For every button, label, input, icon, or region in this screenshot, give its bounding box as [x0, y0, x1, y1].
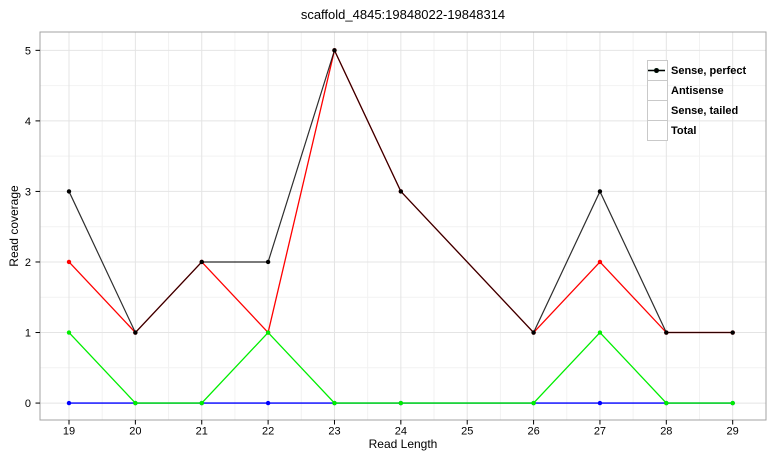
data-point-total	[531, 330, 536, 335]
data-point-total	[265, 259, 271, 265]
data-point-sense-tailed	[730, 400, 735, 406]
series-line-sense-tailed	[68, 331, 733, 404]
y-tick-label: 0	[25, 398, 31, 410]
data-point-sense-perfect	[66, 259, 72, 265]
legend-item-sense-tailed: Sense, tailed	[647, 68, 746, 121]
panel-border	[39, 31, 767, 421]
y-tick-label: 2	[25, 257, 31, 269]
data-point-sense-tailed	[66, 330, 72, 335]
x-tick-label: 19	[63, 426, 75, 438]
legend-item-label: Sense, tailed	[671, 104, 739, 117]
y-axis-title: Read coverage	[7, 185, 21, 267]
legend-key-total	[647, 68, 668, 141]
data-point-total	[398, 189, 404, 194]
data-point-total	[66, 189, 72, 194]
legend-key-antisense	[647, 68, 668, 101]
x-tick-label: 27	[594, 426, 606, 438]
y-tick-label: 5	[25, 45, 31, 57]
legend-item-label: Antisense	[671, 84, 724, 97]
x-tick-label: 21	[196, 426, 208, 438]
x-tick-label: 25	[461, 426, 473, 438]
legend-item-label: Sense, perfect	[671, 64, 747, 77]
data-point-sense-perfect	[597, 259, 603, 265]
x-axis-title: Read Length	[368, 437, 438, 451]
legend-key-sense-tailed	[647, 68, 668, 121]
legend-item-label: Total	[671, 124, 697, 137]
y-tick-label: 4	[25, 116, 31, 128]
x-tick-label: 28	[660, 426, 672, 438]
panel-background	[40, 32, 766, 420]
series-line-total	[68, 48, 733, 334]
data-point-total	[730, 330, 735, 335]
data-point-sense-tailed	[265, 330, 271, 335]
data-point-sense-tailed	[133, 400, 138, 406]
legend: Sense, perfect Antisense Sense, tailed Tota…	[647, 60, 747, 141]
data-point-total	[133, 330, 138, 335]
data-point-total	[664, 330, 669, 335]
data-point-sense-tailed	[398, 400, 404, 406]
legend-key-dot	[654, 68, 659, 73]
data-point-sense-tailed	[199, 400, 204, 406]
x-tick-label: 22	[262, 426, 274, 438]
legend-item-total: Total	[647, 68, 746, 141]
y-tick-label: 3	[25, 186, 31, 198]
x-tick-label: 20	[129, 426, 141, 438]
y-tick-label: 1	[25, 328, 31, 340]
data-point-sense-tailed	[531, 400, 536, 406]
data-point-sense-tailed	[664, 400, 669, 406]
data-point-sense-tailed	[332, 400, 337, 406]
legend-line-dot-icon	[648, 68, 665, 73]
x-tick-label: 24	[395, 426, 407, 438]
x-tick-label: 23	[328, 426, 340, 438]
x-tick-label: 26	[527, 426, 539, 438]
data-point-sense-tailed	[597, 330, 603, 335]
x-tick-label: 29	[727, 426, 739, 438]
data-point-total	[199, 259, 204, 265]
legend-item-antisense: Antisense	[647, 68, 746, 101]
data-point-antisense	[66, 400, 72, 406]
data-point-antisense	[265, 400, 271, 406]
data-point-total	[332, 48, 337, 53]
chart-title: scaffold_4845:19848022-19848314	[300, 7, 506, 22]
data-point-total	[597, 189, 603, 194]
data-point-antisense	[597, 400, 603, 406]
